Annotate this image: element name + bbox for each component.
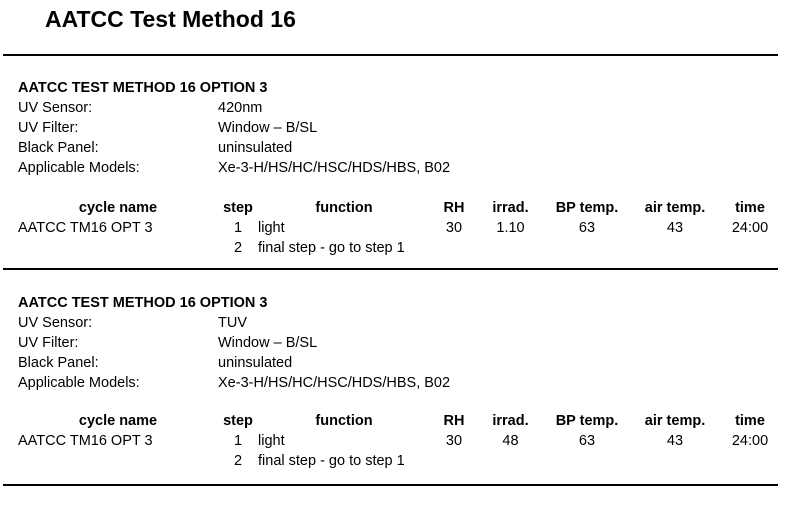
column-header-time: time — [735, 413, 765, 429]
table-header-row: cycle name step function RH irrad. BP te… — [18, 411, 781, 431]
spec-value: TUV — [218, 315, 247, 331]
spec-row-uv-filter: UV Filter: Window – B/SL — [18, 118, 799, 138]
table-row: AATCC TM16 OPT 3 1 light 30 1.10 63 43 2… — [18, 218, 781, 238]
spec-value: 420nm — [218, 100, 263, 116]
spec-label: Applicable Models: — [18, 160, 140, 176]
cell-function: light — [258, 433, 285, 449]
spec-row-black-panel: Black Panel: uninsulated — [18, 138, 799, 158]
column-header-step: step — [223, 200, 253, 216]
column-header-irrad: irrad. — [492, 413, 529, 429]
column-header-bp-temp: BP temp. — [555, 200, 619, 216]
cell-time: 24:00 — [731, 220, 769, 236]
cell-air-temp: 43 — [666, 220, 684, 236]
cell-time: 24:00 — [731, 433, 769, 449]
spec-value: uninsulated — [218, 140, 293, 156]
cell-step: 2 — [233, 453, 243, 469]
cell-irrad: 48 — [502, 433, 519, 449]
cell-empty — [430, 238, 781, 258]
cell-cycle-name: AATCC TM16 OPT 3 — [18, 220, 153, 236]
column-header-function: function — [315, 413, 373, 429]
divider-bottom — [3, 484, 778, 486]
section-option3-tuv: AATCC TEST METHOD 16 OPTION 3 UV Sensor:… — [0, 293, 799, 471]
spec-row-applicable-models: Applicable Models: Xe-3-H/HS/HC/HSC/HDS/H… — [18, 158, 799, 178]
cell-function: final step - go to step 1 — [258, 453, 405, 469]
table-header-row: cycle name step function RH irrad. BP te… — [18, 198, 781, 218]
cell-function: final step - go to step 1 — [258, 240, 405, 256]
cell-function: light — [258, 220, 285, 236]
divider-top — [3, 54, 778, 56]
table-row: 2 final step - go to step 1 — [18, 238, 781, 258]
cycle-table: cycle name step function RH irrad. BP te… — [18, 411, 781, 471]
column-header-bp-temp: BP temp. — [555, 413, 619, 429]
column-header-rh: RH — [443, 200, 465, 216]
spec-label: UV Filter: — [18, 120, 79, 136]
spec-row-uv-sensor: UV Sensor: 420nm — [18, 98, 799, 118]
spec-value: uninsulated — [218, 355, 293, 371]
spec-row-black-panel: Black Panel: uninsulated — [18, 353, 799, 373]
spec-row-uv-sensor: UV Sensor: TUV — [18, 313, 799, 333]
column-header-function: function — [315, 200, 373, 216]
cell-bp-temp: 63 — [578, 433, 596, 449]
cell-rh: 30 — [445, 220, 463, 236]
column-header-time: time — [735, 200, 765, 216]
spec-value: Xe-3-H/HS/HC/HSC/HDS/HBS, B02 — [218, 160, 451, 176]
column-header-air-temp: air temp. — [644, 413, 706, 429]
page-title: AATCC Test Method 16 — [45, 6, 296, 32]
spec-value: Window – B/SL — [218, 335, 318, 351]
section-heading: AATCC TEST METHOD 16 OPTION 3 — [18, 80, 268, 96]
cell-rh: 30 — [445, 433, 463, 449]
spec-row-uv-filter: UV Filter: Window – B/SL — [18, 333, 799, 353]
cell-step: 2 — [233, 240, 243, 256]
section-option3-420nm: AATCC TEST METHOD 16 OPTION 3 UV Sensor:… — [0, 78, 799, 258]
column-header-cycle-name: cycle name — [78, 413, 158, 429]
section-heading: AATCC TEST METHOD 16 OPTION 3 — [18, 295, 268, 311]
cell-bp-temp: 63 — [578, 220, 596, 236]
spec-label: Black Panel: — [18, 355, 99, 371]
spec-label: Applicable Models: — [18, 375, 140, 391]
cell-step: 1 — [233, 433, 243, 449]
column-header-step: step — [223, 413, 253, 429]
column-header-rh: RH — [443, 413, 465, 429]
cycle-table: cycle name step function RH irrad. BP te… — [18, 198, 781, 258]
cell-irrad: 1.10 — [496, 220, 525, 236]
cell-cycle-name-empty — [18, 238, 218, 258]
spec-label: UV Sensor: — [18, 315, 93, 331]
spec-label: UV Filter: — [18, 335, 79, 351]
spec-value: Xe-3-H/HS/HC/HSC/HDS/HBS, B02 — [218, 375, 451, 391]
column-header-cycle-name: cycle name — [78, 200, 158, 216]
cell-air-temp: 43 — [666, 433, 684, 449]
table-row: 2 final step - go to step 1 — [18, 451, 781, 471]
cell-step: 1 — [233, 220, 243, 236]
spec-label: Black Panel: — [18, 140, 99, 156]
divider-middle — [3, 268, 778, 270]
spec-label: UV Sensor: — [18, 100, 93, 116]
column-header-irrad: irrad. — [492, 200, 529, 216]
spec-value: Window – B/SL — [218, 120, 318, 136]
cell-cycle-name: AATCC TM16 OPT 3 — [18, 433, 153, 449]
cell-cycle-name-empty — [18, 451, 218, 471]
column-header-air-temp: air temp. — [644, 200, 706, 216]
cell-empty — [430, 451, 781, 471]
table-row: AATCC TM16 OPT 3 1 light 30 48 63 43 24:… — [18, 431, 781, 451]
spec-row-applicable-models: Applicable Models: Xe-3-H/HS/HC/HSC/HDS/H… — [18, 373, 799, 393]
